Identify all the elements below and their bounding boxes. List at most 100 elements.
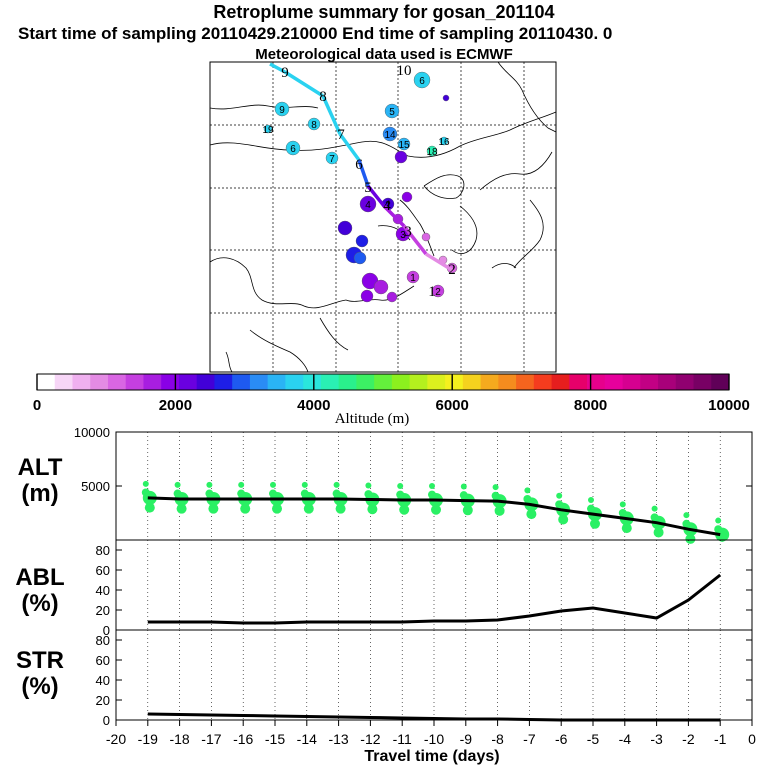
plume-cluster-dot	[274, 101, 290, 117]
alt-cluster-dot	[685, 533, 696, 544]
plume-cluster-label: 19	[262, 125, 274, 136]
plume-cluster-dot	[353, 251, 367, 265]
colorbar-swatch	[551, 374, 570, 390]
x-tick-label: -20	[106, 731, 126, 747]
x-tick-label: 0	[748, 731, 756, 747]
colorbar-swatch	[161, 374, 180, 390]
colorbar-swatch	[427, 374, 446, 390]
plume-cluster-dot	[406, 270, 420, 284]
alt-cluster-dot	[272, 503, 282, 514]
mean-track-segment	[357, 159, 370, 187]
str-y-tick-label: 40	[96, 673, 110, 688]
alt-cluster-dot	[205, 489, 214, 498]
str-y-tick-label: 0	[103, 713, 110, 728]
colorbar-swatch	[232, 374, 251, 390]
colorbar-swatch	[498, 374, 517, 390]
colorbar-swatch	[285, 374, 304, 390]
mean-track-segment	[269, 62, 286, 74]
plume-cluster-dot	[285, 140, 301, 156]
plume-cluster-label: 15	[398, 140, 410, 151]
colorbar-swatch	[675, 374, 694, 390]
plume-cluster-dot	[307, 117, 321, 131]
chart-subtitle-met: Meteorological data used is ECMWF	[255, 46, 513, 63]
x-tick-label: -10	[424, 731, 444, 747]
x-tick-label: -14	[297, 731, 317, 747]
colorbar-swatch	[72, 374, 91, 390]
colorbar-swatch	[658, 374, 677, 390]
track-day-label: 3	[404, 224, 412, 240]
plume-cluster-dot	[401, 191, 413, 203]
alt-cluster-dot	[333, 481, 340, 488]
alt-cluster-dot	[621, 523, 632, 534]
alt-cluster-dot	[431, 504, 441, 515]
abl-y-tick-label: 40	[96, 583, 110, 598]
abl-axis-title: ABL (%)	[15, 564, 65, 617]
x-tick-label: -5	[587, 731, 600, 747]
colorbar-swatch	[569, 374, 588, 390]
plume-cluster-dot	[442, 94, 450, 102]
x-tick-label: -4	[619, 731, 632, 747]
plume-cluster-dot	[439, 136, 449, 146]
plume-cluster-label: 14	[384, 130, 396, 141]
plume-cluster-dot	[355, 234, 369, 248]
alt-cluster-dot	[332, 489, 341, 498]
alt-cluster-dot	[491, 491, 500, 500]
colorbar-swatch	[462, 374, 481, 390]
alt-cluster-dot	[433, 501, 439, 508]
alt-cluster-dot	[560, 511, 567, 518]
map-coastlines	[209, 61, 557, 373]
x-tick-label: -8	[491, 731, 504, 747]
plume-cluster-dot	[386, 291, 398, 303]
plume-cluster-dot	[394, 150, 408, 164]
chart-title: Retroplume summary for gosan_201104	[213, 2, 555, 22]
colorbar-swatch	[54, 374, 73, 390]
x-tick-label: -1	[714, 731, 727, 747]
colorbar-tick-label: 10000	[708, 397, 750, 414]
alt-cluster-dot	[459, 491, 468, 500]
plume-cluster-dot	[431, 284, 445, 298]
mean-track-segment	[425, 252, 453, 272]
colorbar-swatch	[711, 374, 730, 390]
plume-cluster-label: 16	[438, 137, 450, 148]
alt-cluster-dot	[590, 518, 600, 529]
plume-cluster-label: 5	[389, 107, 395, 118]
alt-cluster-dot	[178, 500, 185, 507]
colorbar-swatch	[178, 374, 198, 390]
x-tick-label: -9	[460, 731, 473, 747]
alt-cluster-dot	[462, 505, 473, 516]
colorbar-swatch	[214, 374, 233, 390]
abl-y-tick-label: 0	[103, 623, 110, 638]
mean-track-segment	[338, 132, 361, 162]
plume-cluster-label: 3	[400, 230, 406, 241]
alt-cluster-dot	[396, 490, 405, 499]
x-tick-label: -16	[233, 731, 253, 747]
mean-track-segment	[402, 224, 428, 256]
x-tick-label: -18	[169, 731, 189, 747]
alt-cluster-dot	[555, 500, 564, 509]
alt-cluster-dot	[206, 481, 213, 488]
alt-cluster-dot	[494, 505, 505, 516]
colorbar-swatch	[249, 374, 269, 390]
track-day-label: 10	[397, 63, 412, 79]
plume-cluster-dot	[382, 126, 398, 142]
colorbar-swatch	[196, 374, 215, 390]
colorbar-tick-label: 6000	[436, 397, 469, 414]
track-day-label: 1	[428, 284, 436, 300]
alt-cluster-dot	[653, 527, 664, 538]
colorbar-swatch	[622, 374, 641, 390]
alt-cluster-dot	[242, 500, 249, 507]
alt-cluster-dot	[141, 488, 150, 497]
chart-subtitle: Start time of sampling 20110429.210000 E…	[18, 24, 613, 43]
colorbar-swatch	[143, 374, 162, 390]
alt-cluster-dot	[270, 481, 276, 488]
alt-cluster-dot	[274, 500, 280, 507]
alt-cluster-dot	[526, 509, 537, 520]
alt-cluster-dot	[303, 503, 314, 514]
colorbar-tick-label: 4000	[297, 397, 330, 414]
colorbar-swatch	[391, 374, 411, 390]
alt-cluster-dot	[715, 517, 722, 524]
alt-cluster-dot	[496, 502, 503, 509]
plume-cluster-label: 6	[290, 144, 296, 155]
alt-cluster-dot	[210, 500, 217, 507]
